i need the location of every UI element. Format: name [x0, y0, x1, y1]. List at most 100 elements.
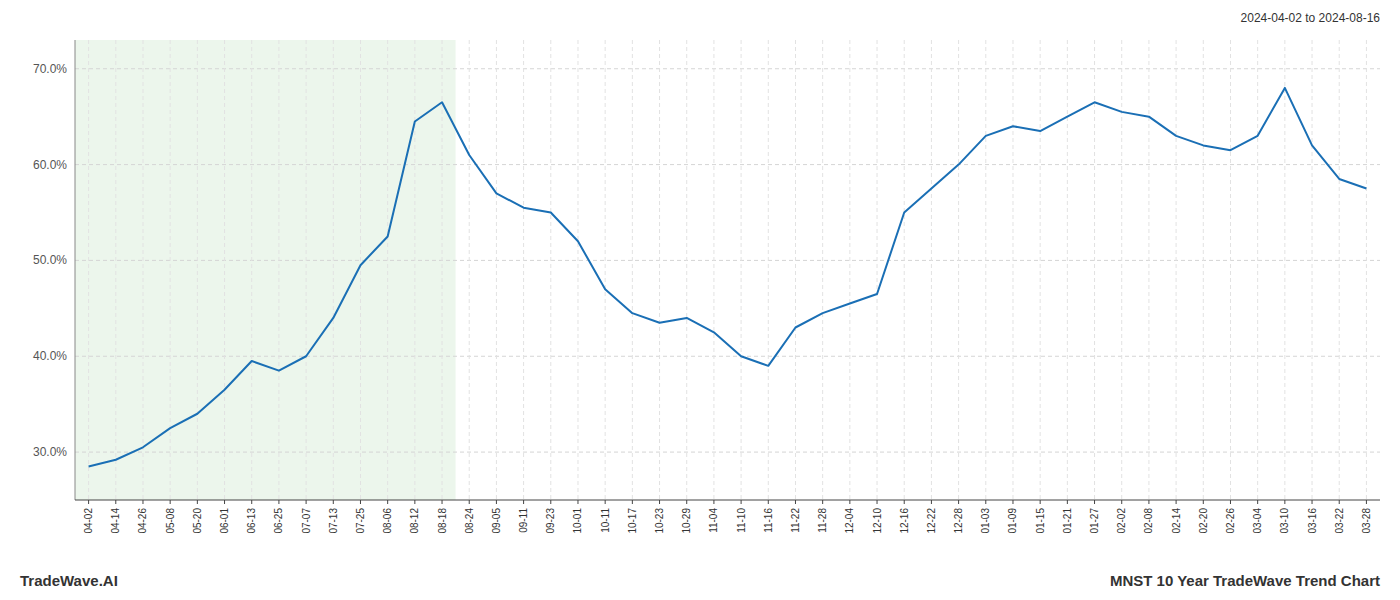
- x-tick: [1312, 500, 1313, 504]
- grid-line-x: [822, 40, 823, 500]
- x-tick-label: 07-07: [301, 508, 312, 534]
- x-tick-label: 08-18: [437, 508, 448, 534]
- x-tick-label: 12-10: [872, 508, 883, 534]
- x-tick: [904, 500, 905, 504]
- y-tick-label: 50.0%: [33, 253, 67, 267]
- x-tick-label: 04-02: [83, 508, 94, 534]
- x-tick: [1094, 500, 1095, 504]
- x-tick: [1148, 500, 1149, 504]
- y-tick-label: 40.0%: [33, 349, 67, 363]
- x-tick-label: 09-11: [518, 508, 529, 533]
- x-tick: [1230, 500, 1231, 504]
- x-tick-label: 04-14: [110, 508, 121, 534]
- grid-line-y: [75, 356, 1380, 357]
- grid-line-y: [75, 68, 1380, 69]
- grid-line-x: [496, 40, 497, 500]
- x-tick: [523, 500, 524, 504]
- x-tick-label: 01-27: [1089, 508, 1100, 534]
- x-tick: [768, 500, 769, 504]
- x-tick-label: 07-13: [328, 508, 339, 534]
- x-tick-label: 04-26: [137, 508, 148, 534]
- grid-line-x: [741, 40, 742, 500]
- x-tick: [170, 500, 171, 504]
- x-tick-label: 06-25: [273, 508, 284, 534]
- grid-line-x: [1312, 40, 1313, 500]
- grid-line-x: [360, 40, 361, 500]
- x-tick: [1339, 500, 1340, 504]
- x-tick-label: 03-16: [1307, 508, 1318, 534]
- x-tick: [849, 500, 850, 504]
- grid-line-x: [1366, 40, 1367, 500]
- x-axis-line: [75, 500, 1380, 501]
- grid-line-x: [469, 40, 470, 500]
- x-tick: [1257, 500, 1258, 504]
- grid: [75, 40, 1380, 500]
- x-tick: [142, 500, 143, 504]
- x-tick-label: 01-03: [980, 508, 991, 534]
- x-tick: [822, 500, 823, 504]
- grid-line-x: [170, 40, 171, 500]
- x-tick: [469, 500, 470, 504]
- x-tick: [224, 500, 225, 504]
- grid-line-x: [1203, 40, 1204, 500]
- grid-line-x: [1176, 40, 1177, 500]
- shaded-region: [75, 40, 456, 500]
- grid-line-y: [75, 260, 1380, 261]
- grid-line-x: [1121, 40, 1122, 500]
- x-tick-label: 07-25: [355, 508, 366, 534]
- x-tick: [931, 500, 932, 504]
- x-tick-label: 12-22: [926, 508, 937, 534]
- x-tick-label: 12-04: [844, 508, 855, 534]
- grid-line-y: [75, 452, 1380, 453]
- x-tick: [360, 500, 361, 504]
- x-tick: [496, 500, 497, 504]
- x-tick-label: 09-23: [545, 508, 556, 534]
- grid-line-x: [278, 40, 279, 500]
- x-tick-label: 10-29: [681, 508, 692, 534]
- grid-line-x: [306, 40, 307, 500]
- grid-line-x: [605, 40, 606, 500]
- grid-line-x: [333, 40, 334, 500]
- x-tick: [605, 500, 606, 504]
- x-tick-label: 11-28: [817, 508, 828, 533]
- x-tick: [278, 500, 279, 504]
- grid-line-x: [659, 40, 660, 500]
- grid-line-x: [904, 40, 905, 500]
- series: [89, 88, 1367, 467]
- grid-line-x: [1284, 40, 1285, 500]
- subtitle: 2024-04-02 to 2024-08-16: [1241, 11, 1381, 25]
- x-tick-label: 08-06: [382, 508, 393, 534]
- grid-line-y: [75, 164, 1380, 165]
- x-tick: [442, 500, 443, 504]
- grid-line-x: [1230, 40, 1231, 500]
- grid-line-x: [1094, 40, 1095, 500]
- x-tick-label: 02-20: [1198, 508, 1209, 534]
- x-tick-label: 02-14: [1171, 508, 1182, 534]
- x-tick: [251, 500, 252, 504]
- x-tick-label: 11-10: [736, 508, 747, 533]
- grid-line-x: [523, 40, 524, 500]
- grid-line-x: [877, 40, 878, 500]
- grid-line-x: [958, 40, 959, 500]
- x-tick: [741, 500, 742, 504]
- grid-line-x: [713, 40, 714, 500]
- grid-line-x: [1067, 40, 1068, 500]
- grid-line-x: [197, 40, 198, 500]
- x-tick: [115, 500, 116, 504]
- x-tick: [387, 500, 388, 504]
- x-tick-label: 01-09: [1007, 508, 1018, 534]
- x-tick: [985, 500, 986, 504]
- x-tick-label: 03-10: [1279, 508, 1290, 534]
- x-tick: [88, 500, 89, 504]
- x-tick: [1366, 500, 1367, 504]
- grid-line-x: [768, 40, 769, 500]
- x-tick-label: 10-11: [600, 508, 611, 533]
- x-tick-label: 08-24: [464, 508, 475, 534]
- x-tick-label: 11-16: [763, 508, 774, 533]
- x-tick-label: 03-04: [1252, 508, 1263, 534]
- y-tick-label: 30.0%: [33, 445, 67, 459]
- grid-line-x: [632, 40, 633, 500]
- grid-line-x: [115, 40, 116, 500]
- x-tick: [795, 500, 796, 504]
- x-tick-label: 01-15: [1035, 508, 1046, 534]
